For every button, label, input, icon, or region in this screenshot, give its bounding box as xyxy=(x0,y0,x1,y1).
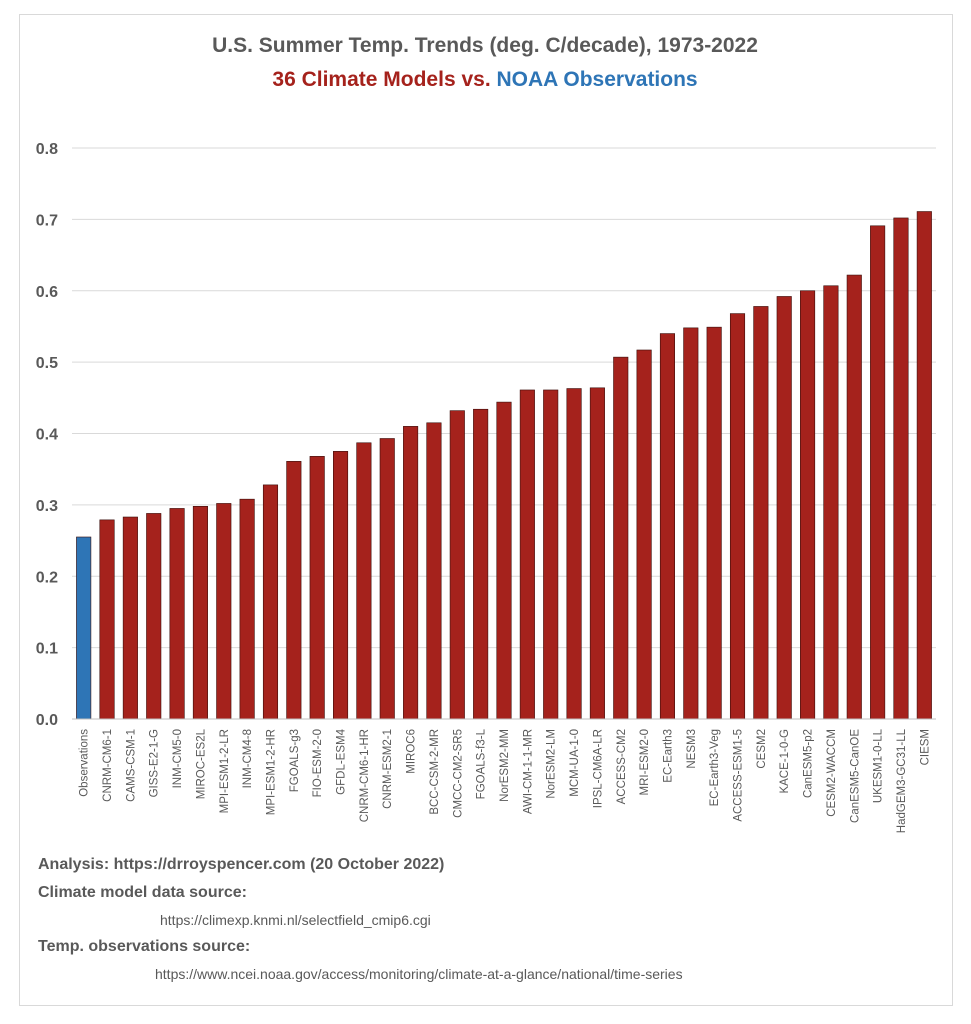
x-tick-label: CIESM xyxy=(919,729,931,765)
model-bar xyxy=(333,451,349,720)
x-tick-label: MCM-UA-1-0 xyxy=(569,729,581,797)
model-bar xyxy=(309,456,325,720)
y-tick-label: 0.0 xyxy=(36,712,58,729)
x-tick-label: CNRM-CM6-1 xyxy=(102,729,114,802)
model-bar xyxy=(589,387,605,720)
x-tick-label: ACCESS-ESM1-5 xyxy=(733,729,745,822)
x-tick-label: CMCC-CM2-SR5 xyxy=(452,729,464,818)
model-bar xyxy=(659,333,675,720)
model-bar xyxy=(543,389,559,720)
subtitle-models: 36 Climate Models xyxy=(272,68,456,91)
obs-source-label: Temp. observations source: xyxy=(38,938,251,955)
model-bar xyxy=(613,356,629,720)
x-tick-label: EC-Earth3 xyxy=(662,729,674,783)
y-tick-label: 0.8 xyxy=(36,141,58,158)
x-tick-label: MIROC-ES2L xyxy=(195,728,207,799)
x-tick-label: CESM2-WACCM xyxy=(826,729,838,817)
x-tick-label: MRI-ESM2-0 xyxy=(639,729,651,795)
subtitle-vs: vs. xyxy=(455,68,497,91)
model-bar xyxy=(823,285,839,720)
model-bar xyxy=(426,422,442,720)
x-tick-label: CAMS-CSM-1 xyxy=(125,729,137,802)
model-bar xyxy=(683,327,699,720)
model-bar xyxy=(169,508,185,720)
analysis-note: Analysis: https://drroyspencer.com (20 O… xyxy=(38,856,445,873)
model-bar xyxy=(356,442,372,720)
model-bar xyxy=(519,389,535,720)
x-tick-label: NorESM2-MM xyxy=(499,729,511,802)
x-tick-label: EC-Earth3-Veg xyxy=(709,729,721,806)
y-tick-label: 0.3 xyxy=(36,498,58,515)
model-bar xyxy=(753,306,769,720)
model-bar xyxy=(893,217,909,720)
obs-source-url: https://www.ncei.noaa.gov/access/monitor… xyxy=(155,966,683,982)
model-source-url: https://climexp.knmi.nl/selectfield_cmip… xyxy=(160,912,431,928)
model-bar xyxy=(800,290,816,720)
model-bar xyxy=(122,516,138,720)
x-tick-label: ACCESS-CM2 xyxy=(616,729,628,804)
model-bar xyxy=(262,484,279,720)
model-bar xyxy=(99,519,115,720)
chart-title: U.S. Summer Temp. Trends (deg. C/decade)… xyxy=(212,34,758,57)
x-tick-label: INM-CM4-8 xyxy=(242,729,254,788)
model-bar xyxy=(566,388,582,720)
y-tick-label: 0.5 xyxy=(36,355,58,372)
model-bar xyxy=(846,274,862,720)
x-tick-label: Observations xyxy=(79,729,91,797)
x-tick-label: FIO-ESM-2-0 xyxy=(312,729,324,797)
x-tick-label: MPI-ESM1-2-LR xyxy=(219,729,231,813)
model-bar xyxy=(286,461,302,720)
model-bar xyxy=(916,211,932,720)
x-tick-label: GISS-E2-1-G xyxy=(149,729,161,797)
model-bar xyxy=(146,513,162,720)
model-bar xyxy=(473,408,489,720)
x-tick-label: CESM2 xyxy=(756,729,768,769)
x-tick-label: HadGEM3-GC31-LL xyxy=(896,728,908,833)
x-tick-label: IPSL-CM6A-LR xyxy=(592,729,604,808)
x-tick-label: INM-CM5-0 xyxy=(172,729,184,788)
x-tick-label: NESM3 xyxy=(686,729,698,769)
chart-subtitle: 36 Climate Models vs. NOAA Observations xyxy=(19,68,951,92)
x-tick-label: UKESM1-0-LL xyxy=(873,728,885,803)
x-tick-label: CanESM5-CanOE xyxy=(849,729,861,823)
x-tick-label: FGOALS-f3-L xyxy=(476,728,488,799)
y-tick-label: 0.4 xyxy=(36,427,58,444)
x-tick-label: CNRM-ESM2-1 xyxy=(382,729,394,809)
model-bar xyxy=(636,349,652,720)
model-bar xyxy=(706,326,722,720)
subtitle-observations: NOAA Observations xyxy=(496,68,698,91)
x-tick-label: GFDL-ESM4 xyxy=(336,728,348,794)
y-tick-label: 0.7 xyxy=(36,212,58,229)
x-tick-label: FGOALS-g3 xyxy=(289,729,301,792)
x-tick-label: MIROC6 xyxy=(406,729,418,774)
y-tick-label: 0.1 xyxy=(36,641,58,658)
model-bar xyxy=(870,225,886,720)
model-bar xyxy=(239,498,255,720)
y-tick-label: 0.2 xyxy=(36,569,58,586)
model-bar xyxy=(776,296,792,720)
model-bar xyxy=(403,426,419,720)
model-bar xyxy=(192,506,208,720)
x-tick-label: AWI-CM-1-1-MR xyxy=(522,729,534,814)
observations-bar xyxy=(76,536,92,720)
model-bar xyxy=(496,401,512,720)
x-tick-label: CNRM-CM6-1-HR xyxy=(359,729,371,822)
model-bar xyxy=(729,313,746,720)
model-source-label: Climate model data source: xyxy=(38,884,247,901)
x-tick-label: BCC-CSM-2-MR xyxy=(429,729,441,815)
x-tick-label: CanESM5-p2 xyxy=(803,729,815,798)
y-tick-label: 0.6 xyxy=(36,284,58,301)
x-tick-label: KACE-1-0-G xyxy=(779,729,791,794)
model-bar xyxy=(449,410,465,720)
model-bar xyxy=(379,438,395,720)
model-bar xyxy=(216,503,232,720)
x-tick-label: NorESM2-LM xyxy=(546,729,558,799)
x-tick-label: MPI-ESM1-2-HR xyxy=(265,729,277,815)
